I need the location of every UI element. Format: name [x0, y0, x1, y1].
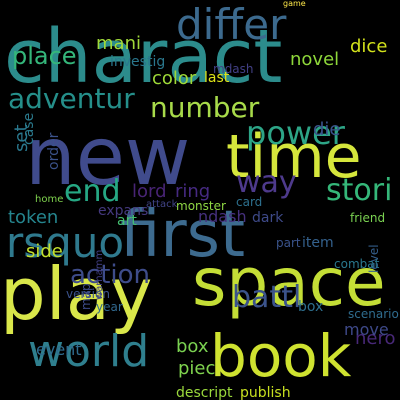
word-place: place: [12, 42, 77, 70]
word-dark: dark: [252, 210, 284, 226]
word-last: last: [204, 70, 230, 86]
word-year: year: [96, 300, 123, 314]
word-warhamm: warhamm: [94, 249, 105, 300]
word-time: time: [226, 122, 362, 192]
word-lord: lord: [132, 181, 167, 202]
word-die: die: [313, 119, 341, 140]
word-combat: combat: [334, 257, 380, 271]
word-number: number: [150, 91, 260, 124]
word-map: map: [79, 283, 93, 310]
word-novel: novel: [290, 49, 340, 70]
word-power: power: [246, 114, 345, 152]
word-version: version: [66, 287, 110, 301]
word-friend: friend: [350, 211, 386, 225]
word-move: move: [344, 320, 389, 339]
word-book: book: [210, 322, 352, 390]
word-side: side: [26, 241, 63, 262]
word-piec: piec: [178, 358, 216, 379]
word-token: token: [8, 207, 59, 228]
word-card: card: [236, 195, 263, 209]
word-expans: expans: [98, 203, 149, 219]
word-differ: differ: [176, 0, 287, 49]
word-world: world: [28, 326, 150, 377]
word-way: way: [236, 165, 297, 200]
word-attack: attack: [146, 199, 178, 210]
word-descript: descript: [176, 385, 233, 400]
word-box: box: [176, 336, 209, 357]
word-game: game: [283, 0, 306, 8]
word-event: event: [36, 340, 82, 359]
word-first: first: [120, 198, 246, 272]
word-mdash: mdash: [213, 62, 254, 76]
word-investig: investig: [110, 54, 166, 70]
word-mani: mani: [96, 33, 141, 54]
word-space: space: [192, 244, 386, 321]
word-order: order: [46, 132, 62, 170]
word-color: color: [152, 68, 197, 89]
word-scenario: scenario: [348, 307, 399, 321]
word-new: new: [25, 110, 191, 203]
word-publish: publish: [240, 385, 291, 400]
word-stori: stori: [326, 173, 393, 208]
word-box: box: [298, 299, 324, 315]
word-home: home: [35, 194, 64, 205]
word-case: case: [21, 112, 37, 145]
word-play: play: [0, 252, 153, 336]
word-dice: dice: [350, 36, 388, 57]
word-part: part: [276, 236, 301, 250]
word-adventur: adventur: [8, 82, 135, 115]
word-hero: hero: [355, 328, 396, 349]
word-end: end: [64, 174, 121, 209]
word-monster: monster: [176, 199, 226, 213]
word-battl: battl: [232, 280, 302, 315]
word-action: action: [70, 260, 151, 290]
word-item: item: [302, 235, 334, 251]
word-charact: charact: [4, 14, 283, 100]
word-rsquo: rsquo: [6, 218, 125, 267]
word-ndash: ndash: [198, 207, 247, 226]
word-ring: ring: [175, 181, 211, 202]
word-art: art: [117, 213, 137, 229]
